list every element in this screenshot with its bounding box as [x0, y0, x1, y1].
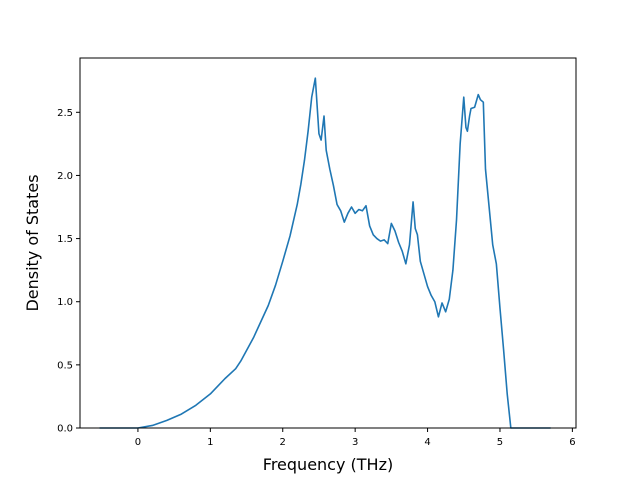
y-axis-ticks: 0.0 0.5 1.0 1.5 2.0 2.5 [57, 108, 80, 435]
y-tick-label: 2.5 [57, 108, 73, 119]
x-tick-label: 2 [280, 437, 286, 448]
x-axis-ticks: 0 1 2 3 4 5 6 [135, 428, 576, 448]
x-tick-label: 1 [207, 437, 213, 448]
y-tick-label: 1.0 [57, 297, 73, 308]
x-tick-label: 3 [352, 437, 358, 448]
y-axis-label: Density of States [23, 174, 42, 311]
y-tick-label: 1.5 [57, 234, 73, 245]
x-tick-label: 5 [497, 437, 503, 448]
plot-area [80, 58, 576, 428]
x-tick-label: 6 [569, 437, 575, 448]
x-tick-label: 0 [135, 437, 141, 448]
y-tick-label: 0.0 [57, 424, 73, 435]
y-tick-label: 2.0 [57, 171, 73, 182]
y-tick-label: 0.5 [57, 360, 73, 371]
x-tick-label: 4 [424, 437, 430, 448]
dos-series-line [99, 77, 551, 429]
x-axis-label: Frequency (THz) [263, 455, 393, 474]
plot-frame [79, 57, 577, 429]
